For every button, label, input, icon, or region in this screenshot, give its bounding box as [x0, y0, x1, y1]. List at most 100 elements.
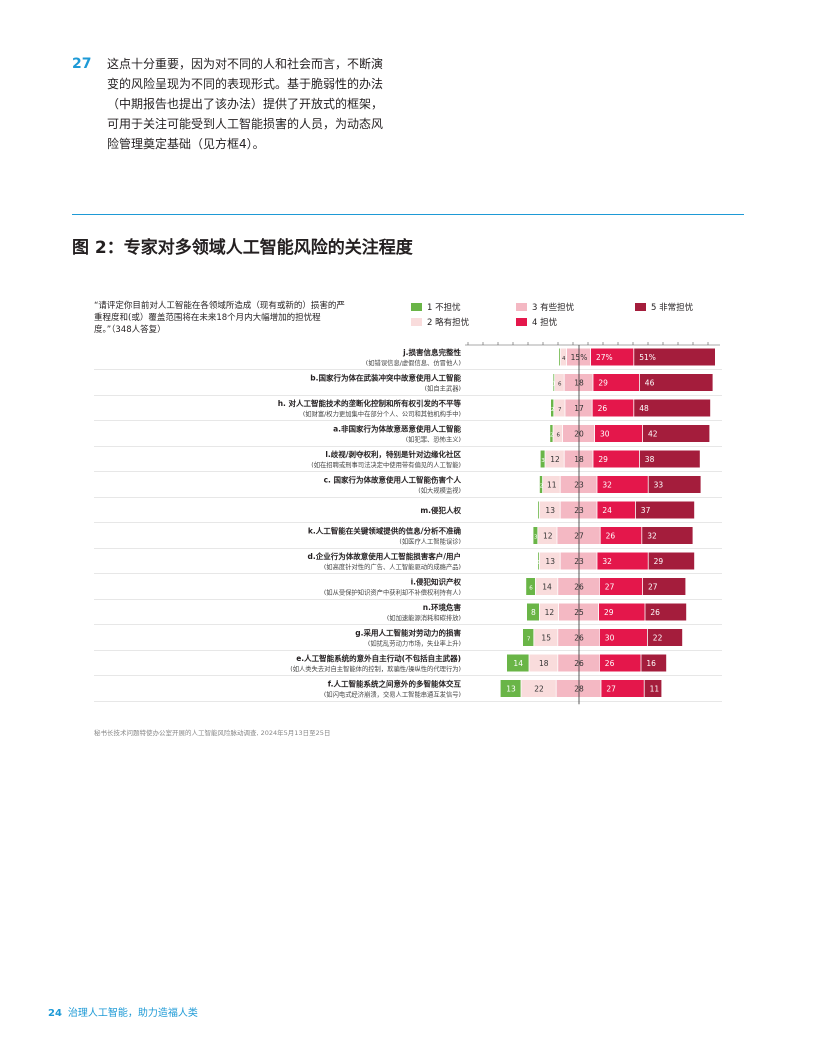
category-label: f.人工智能系统之间意外的多智能体交互 [328, 679, 462, 689]
bar-segment [593, 374, 639, 391]
bar-segment [539, 501, 560, 519]
bar-segment [539, 603, 559, 621]
category-label: l.歧视/剥夺权利，特别是针对边缘化社区 [325, 449, 461, 459]
category-sublabel: (如在招聘或刑事司法决定中使用带有偏见的人工智能) [311, 460, 461, 469]
bar-segment [643, 425, 710, 442]
category-sublabel: (如高度针对性的广告、人工智能驱动的成瘾产品) [324, 562, 461, 571]
data-label: 26 [606, 532, 616, 541]
category-sublabel: (如错误信息/虚假信息、仿冒他人) [366, 358, 461, 367]
data-label: 6 [529, 586, 533, 592]
data-label: 29 [604, 608, 614, 617]
page-number: 24 [48, 1008, 62, 1019]
bar-segment [634, 348, 715, 366]
page-footer: 24 治理人工智能，助力造福人类 [48, 1004, 198, 1019]
category-label: a.非国家行为体故意恶意使用人工智能 [333, 424, 461, 434]
category-label: b.国家行为体在武装冲突中故意使用人工智能 [310, 373, 461, 383]
bar-segment [601, 680, 644, 697]
bar-segment [599, 603, 645, 621]
bar-segment [538, 501, 539, 519]
category-sublabel: (如自主武器) [425, 384, 461, 393]
bar-segment [597, 552, 648, 570]
paragraph-text: 这点十分重要，因为对不同的人和社会而言，不断演 变的风险呈现为不同的表现形式。基… [107, 54, 412, 154]
bar-segment [539, 476, 543, 493]
bar-segment [599, 654, 641, 672]
data-label: 26 [598, 404, 608, 413]
data-label: 7 [558, 407, 562, 413]
section-divider [72, 214, 744, 215]
data-label: 22 [653, 634, 663, 643]
data-label: 26 [650, 608, 660, 617]
bar-segment [539, 552, 560, 570]
bar-segment [538, 552, 539, 570]
data-label: 2 [551, 407, 555, 413]
data-label: 33 [654, 481, 664, 490]
data-label: 29 [598, 379, 608, 388]
bar-segment [644, 680, 662, 697]
data-label: 14 [542, 583, 552, 592]
bar-segment [545, 450, 564, 468]
paragraph-line: 险管理奠定基础（见方框4）。 [107, 137, 265, 151]
data-label: 32 [602, 481, 612, 490]
category-sublabel: (如财富/权力更加集中在部分个人、公司和其他机构手中) [303, 409, 461, 418]
category-label: c. 国家行为体故意使用人工智能伤害个人 [324, 475, 462, 485]
bar-segment [599, 629, 647, 646]
bar-segment [550, 425, 553, 442]
diverging-bar-chart: j.损害信息完整性(如错误信息/虚假信息、仿冒他人)4 15% 27% 51%b.国家… [94, 342, 722, 705]
data-label: 51% [639, 353, 656, 362]
category-label: m.侵犯人权 [420, 505, 461, 515]
bar-segment [593, 450, 639, 468]
bar-segment [591, 348, 634, 366]
bar-segment [500, 680, 521, 697]
paragraph-line: 变的风险呈现为不同的表现形式。基于脆弱性的办法 [107, 77, 384, 91]
bar-segment [639, 450, 700, 468]
category-label: e.人工智能系统的意外自主行动(不包括自主武器) [296, 653, 461, 663]
bar-segment [555, 374, 564, 391]
category-sublabel: (如从受保护知识资产中获利却不补偿权利持有人) [324, 588, 461, 597]
bar-segment [635, 501, 695, 519]
survey-question: “请评定你目前对人工智能在各领域所造成（现有或新的）损害的严 重程度和(或）覆盖… [94, 300, 394, 336]
paragraph-line: 这点十分重要，因为对不同的人和社会而言，不断演 [107, 57, 384, 71]
bar-segment [648, 476, 701, 493]
bar-segment [648, 552, 695, 570]
category-sublabel: (如扰乱劳动力市场，失业率上升) [368, 639, 461, 648]
category-sublabel: (如闪电式经济崩溃，交易人工智能串通互发信号) [324, 690, 461, 699]
bar-segment [642, 527, 693, 544]
category-label: j.损害信息完整性 [402, 347, 461, 357]
bar-segment [534, 629, 558, 646]
footer-text: 治理人工智能，助力造福人类 [67, 1008, 198, 1019]
bar-segment [559, 348, 560, 366]
paragraph-number: 27 [72, 56, 92, 72]
category-sublabel: (如加速能源消耗和碳排放) [387, 613, 461, 622]
category-label: n.环境危害 [423, 602, 462, 612]
bar-segment [592, 399, 634, 417]
data-label: 27 [648, 583, 658, 592]
data-label: 12 [545, 608, 555, 617]
category-sublabel: (如医疗人工智能误诊) [399, 537, 461, 546]
bar-segment [599, 578, 643, 595]
data-label: 3 [541, 458, 545, 464]
data-label: 30 [600, 430, 610, 439]
figure-title: 图 2：专家对多领域人工智能风险的关注程度 [72, 238, 413, 258]
bar-segment [551, 399, 554, 417]
data-label: 1 [537, 560, 541, 566]
data-label: 24 [602, 506, 612, 515]
bar-segment [595, 425, 643, 442]
data-label: 42 [648, 430, 658, 439]
category-label: h. 对人工智能技术的垄断化控制和所有权引发的不平等 [278, 398, 462, 408]
data-label: 4 [562, 356, 566, 362]
paragraph: 27 这点十分重要，因为对不同的人和社会而言，不断演 变的风险呈现为不同的表现形… [72, 54, 412, 154]
data-label: 32 [647, 532, 657, 541]
category-label: d.企业行为体故意使用人工智能损害客户/用户 [308, 551, 461, 561]
data-label: 3 [534, 535, 538, 541]
bar-segment [641, 654, 667, 672]
category-label: g.采用人工智能对劳动力的损害 [355, 628, 461, 638]
data-label: 32 [602, 557, 612, 566]
data-label: 38 [645, 455, 655, 464]
data-label: 11 [547, 481, 557, 490]
data-label: 15 [541, 634, 551, 643]
bar-segment [597, 476, 648, 493]
data-label: 6 [556, 433, 560, 439]
bar-segment [540, 450, 545, 468]
data-label: 8 [531, 608, 536, 617]
bar-segment [560, 348, 567, 366]
